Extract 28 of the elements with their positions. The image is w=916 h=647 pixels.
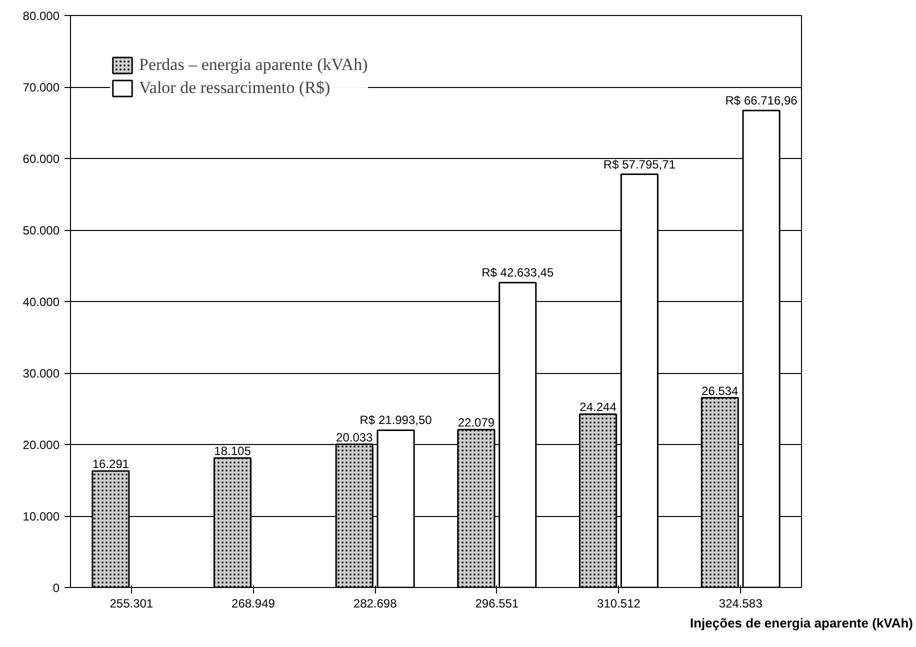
data-label: 20.033 bbox=[336, 430, 374, 444]
legend-label: Valor de ressarcimento (R$) bbox=[139, 78, 330, 98]
legend-label: Perdas – energia aparente (kVAh) bbox=[139, 55, 368, 75]
x-tick-label: 255.301 bbox=[110, 596, 154, 610]
y-tick-label: 50.000 bbox=[22, 224, 60, 238]
x-tick-label: 310.512 bbox=[597, 596, 641, 610]
x-tick-label: 324.583 bbox=[718, 596, 763, 610]
x-axis-title: Injeções de energia aparente (kVAh) bbox=[690, 616, 913, 630]
y-tick-label: 30.000 bbox=[22, 366, 60, 380]
y-tick-label: 10.000 bbox=[22, 510, 60, 524]
y-tick-label: 70.000 bbox=[22, 80, 60, 94]
x-tick-label: 268.949 bbox=[232, 596, 276, 610]
data-label: R$ 42.633,45 bbox=[482, 266, 554, 280]
y-tick-label: 40.000 bbox=[22, 295, 60, 309]
data-label: 16.291 bbox=[92, 457, 130, 472]
x-tick-label: 296.551 bbox=[475, 596, 519, 610]
data-label: 26.534 bbox=[702, 384, 739, 398]
data-label: R$ 66.716,96 bbox=[725, 93, 798, 108]
y-tick-label: 0 bbox=[52, 581, 60, 595]
x-tick-label: 282.698 bbox=[353, 596, 398, 610]
y-tick-label: 20.000 bbox=[22, 438, 60, 452]
data-label: R$ 21.993,50 bbox=[360, 413, 432, 428]
data-label: 18.105 bbox=[214, 444, 252, 458]
y-tick-label: 60.000 bbox=[22, 152, 60, 166]
data-label: 24.244 bbox=[580, 400, 617, 414]
data-label: R$ 57.795,71 bbox=[603, 157, 676, 172]
y-tick-label: 80.000 bbox=[22, 9, 60, 23]
data-label: 22.079 bbox=[458, 416, 495, 430]
